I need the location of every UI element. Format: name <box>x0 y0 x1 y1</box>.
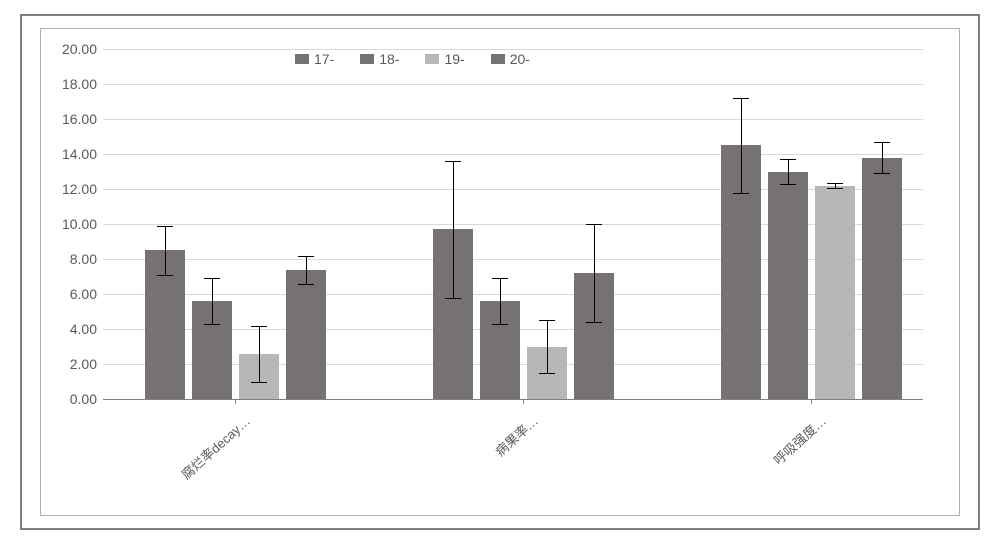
error-cap <box>445 298 461 299</box>
gridline <box>103 154 923 155</box>
error-bar <box>453 161 454 298</box>
error-cap <box>445 161 461 162</box>
error-bar <box>212 278 213 324</box>
y-tick-label: 6.00 <box>70 286 97 302</box>
bar <box>862 158 902 400</box>
error-cap <box>157 226 173 227</box>
y-tick-label: 20.00 <box>62 41 97 57</box>
error-cap <box>586 322 602 323</box>
error-bar <box>594 224 595 322</box>
error-bar <box>165 226 166 275</box>
error-bar <box>882 142 883 174</box>
outer-frame: 17-18-19-20- 0.002.004.006.008.0010.0012… <box>20 14 980 530</box>
category-label: 呼吸强度… <box>769 411 830 469</box>
error-cap <box>874 142 890 143</box>
error-bar <box>788 159 789 184</box>
error-cap <box>539 320 555 321</box>
plot-area: 0.002.004.006.008.0010.0012.0014.0016.00… <box>103 49 923 399</box>
bar <box>815 186 855 400</box>
error-cap <box>298 256 314 257</box>
error-cap <box>157 275 173 276</box>
error-bar <box>500 278 501 324</box>
gridline <box>103 399 923 400</box>
error-bar <box>741 98 742 193</box>
error-cap <box>780 184 796 185</box>
error-cap <box>492 324 508 325</box>
gridline <box>103 84 923 85</box>
error-cap <box>204 324 220 325</box>
y-tick-label: 2.00 <box>70 356 97 372</box>
y-tick-label: 18.00 <box>62 76 97 92</box>
error-cap <box>874 173 890 174</box>
y-tick-label: 12.00 <box>62 181 97 197</box>
chart-frame: 17-18-19-20- 0.002.004.006.008.0010.0012… <box>40 28 960 516</box>
error-bar <box>547 320 548 373</box>
error-cap <box>539 373 555 374</box>
error-cap <box>827 183 843 184</box>
error-cap <box>251 326 267 327</box>
y-tick-label: 0.00 <box>70 391 97 407</box>
error-bar <box>259 326 260 382</box>
error-cap <box>733 193 749 194</box>
error-cap <box>733 98 749 99</box>
error-cap <box>204 278 220 279</box>
category-label: 腐烂率decay… <box>177 411 254 483</box>
bar <box>286 270 326 400</box>
error-cap <box>251 382 267 383</box>
error-cap <box>586 224 602 225</box>
y-tick-label: 4.00 <box>70 321 97 337</box>
y-tick-label: 16.00 <box>62 111 97 127</box>
error-cap <box>827 188 843 189</box>
y-tick-label: 8.00 <box>70 251 97 267</box>
error-cap <box>492 278 508 279</box>
error-cap <box>780 159 796 160</box>
bar <box>768 172 808 400</box>
y-tick-label: 10.00 <box>62 216 97 232</box>
x-tick <box>811 399 812 404</box>
error-bar <box>306 256 307 284</box>
x-tick <box>523 399 524 404</box>
gridline <box>103 49 923 50</box>
gridline <box>103 119 923 120</box>
category-label: 病果率… <box>490 411 541 460</box>
y-tick-label: 14.00 <box>62 146 97 162</box>
error-cap <box>298 284 314 285</box>
x-tick <box>235 399 236 404</box>
